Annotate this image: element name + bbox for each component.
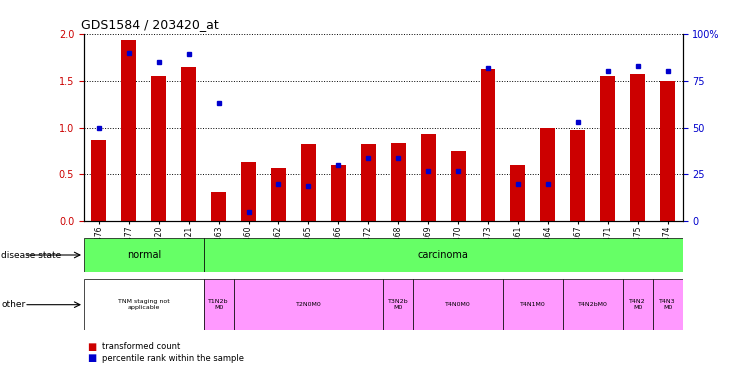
Text: ■: ■ xyxy=(88,342,97,352)
Text: T4N0M0: T4N0M0 xyxy=(445,302,471,307)
Bar xyxy=(211,192,226,221)
Text: GDS1584 / 203420_at: GDS1584 / 203420_at xyxy=(81,18,219,31)
Bar xyxy=(503,279,563,330)
Bar xyxy=(480,69,496,221)
Bar xyxy=(600,76,615,221)
Bar xyxy=(653,279,683,330)
Bar xyxy=(151,76,166,221)
Bar xyxy=(181,67,196,221)
Text: T1N2b
M0: T1N2b M0 xyxy=(208,299,229,310)
Bar xyxy=(91,140,107,221)
Bar xyxy=(623,279,653,330)
Text: carcinoma: carcinoma xyxy=(418,250,469,260)
Bar xyxy=(570,130,585,221)
Bar xyxy=(234,279,383,330)
Text: disease state: disease state xyxy=(1,251,62,260)
Bar xyxy=(660,81,675,221)
Bar xyxy=(84,238,204,272)
Text: other: other xyxy=(1,300,26,309)
Bar xyxy=(413,279,503,330)
Text: T4N3
M0: T4N3 M0 xyxy=(659,299,676,310)
Bar xyxy=(630,74,645,221)
Text: T4N2bM0: T4N2bM0 xyxy=(578,302,607,307)
Text: T4N2
M0: T4N2 M0 xyxy=(629,299,646,310)
Text: ■: ■ xyxy=(88,353,97,363)
Bar xyxy=(121,40,137,221)
Text: percentile rank within the sample: percentile rank within the sample xyxy=(102,354,245,363)
Bar xyxy=(383,279,413,330)
Bar xyxy=(391,144,406,221)
Bar xyxy=(271,168,286,221)
Text: transformed count: transformed count xyxy=(102,342,180,351)
Bar xyxy=(450,151,466,221)
Bar xyxy=(540,128,556,221)
Bar xyxy=(563,279,623,330)
Bar xyxy=(84,279,204,330)
Bar xyxy=(331,165,346,221)
Bar xyxy=(420,134,436,221)
Text: T3N2b
M0: T3N2b M0 xyxy=(388,299,409,310)
Bar xyxy=(301,144,316,221)
Text: T2N0M0: T2N0M0 xyxy=(296,302,321,307)
Bar xyxy=(204,279,234,330)
Bar xyxy=(204,238,683,272)
Bar xyxy=(241,162,256,221)
Bar xyxy=(361,144,376,221)
Text: T4N1M0: T4N1M0 xyxy=(520,302,546,307)
Text: normal: normal xyxy=(127,250,161,260)
Text: TNM staging not
applicable: TNM staging not applicable xyxy=(118,299,169,310)
Bar xyxy=(510,165,526,221)
